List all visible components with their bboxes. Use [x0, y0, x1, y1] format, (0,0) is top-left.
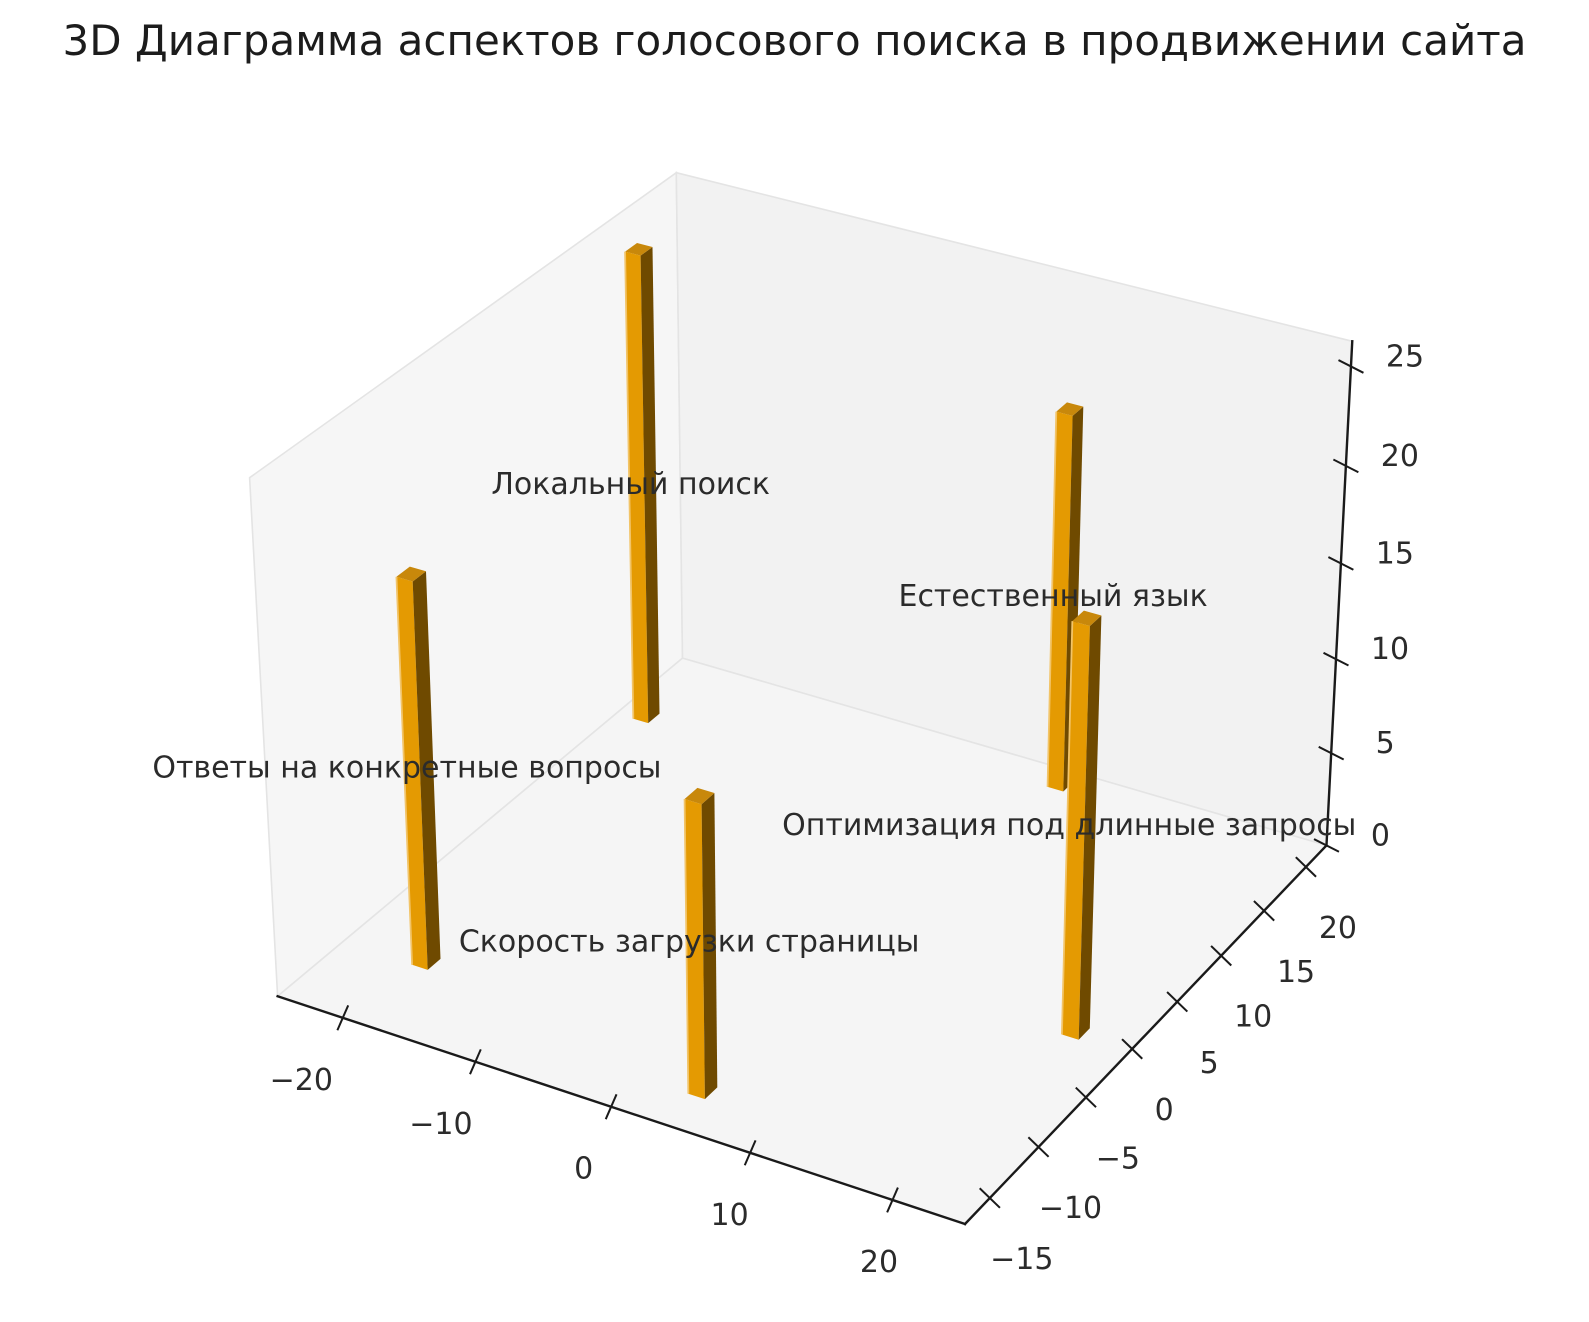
- z-tick: [1332, 458, 1359, 474]
- y-axis-line: [963, 843, 1329, 1226]
- bar-left-edge-highlight: [395, 576, 414, 965]
- y-tick-label: 15: [1277, 955, 1315, 990]
- x-tick-label: −10: [409, 1107, 472, 1142]
- bar-side-face: [701, 793, 718, 1100]
- bar-side-face: [412, 571, 441, 970]
- y-tick-label: 5: [1200, 1046, 1219, 1081]
- bar-front-face: [684, 799, 705, 1100]
- z-tick-label: 15: [1376, 536, 1414, 571]
- x-tick: [886, 1187, 899, 1213]
- x-tick-label: −20: [270, 1063, 333, 1098]
- y-tick: [1210, 945, 1232, 967]
- bar-1: [395, 566, 441, 970]
- bar-left-edge-highlight: [624, 251, 635, 719]
- y-tick-label: −10: [1039, 1191, 1102, 1226]
- bar-top-face: [1056, 402, 1084, 416]
- bar-label-0: Локальный поиск: [491, 467, 770, 502]
- x-tick: [336, 1005, 350, 1031]
- z-tick: [1313, 838, 1340, 853]
- z-axis-line: [1325, 340, 1354, 847]
- z-tick: [1327, 556, 1354, 571]
- y-tick-label: −5: [1096, 1141, 1140, 1176]
- bar-side-face: [1078, 615, 1102, 1040]
- bar-side-face: [1063, 406, 1084, 792]
- y-tick: [1027, 1136, 1050, 1158]
- bar-front-face: [1047, 411, 1073, 792]
- z-tick: [1338, 359, 1364, 374]
- bar-0: [624, 243, 660, 724]
- bar-top-face: [625, 243, 653, 256]
- z-tick-label: 25: [1386, 339, 1424, 374]
- chart-title: 3D Диаграмма аспектов голосового поиска …: [62, 16, 1527, 65]
- bar-3: [1046, 402, 1084, 792]
- y-tick-label: 0: [1155, 1093, 1174, 1128]
- bar-left-edge-highlight: [1061, 621, 1074, 1035]
- bar-front-face: [625, 251, 649, 724]
- z-tick-label: 10: [1371, 632, 1409, 667]
- y-tick-label: 10: [1234, 1000, 1272, 1035]
- bar-2: [683, 787, 718, 1100]
- x-tick: [604, 1093, 618, 1120]
- z-tick: [1318, 745, 1345, 761]
- bar-left-edge-highlight: [1046, 411, 1058, 787]
- x-axis-line: [276, 994, 967, 1226]
- bar-label-2: Скорость загрузки страницы: [459, 924, 920, 959]
- bar-front-face: [396, 576, 428, 970]
- bar-front-face: [1061, 621, 1090, 1040]
- x-tick-label: 20: [860, 1245, 898, 1280]
- y-tick: [1166, 991, 1189, 1013]
- y-tick: [1121, 1038, 1143, 1060]
- bar-label-4: Оптимизация под длинные запросы: [782, 808, 1356, 843]
- bar-top-face: [396, 566, 426, 582]
- x-tick: [743, 1139, 757, 1166]
- y-tick-label: −15: [990, 1242, 1053, 1277]
- y-tick: [979, 1187, 1001, 1209]
- bar-top-face: [684, 787, 715, 805]
- bar-top-face: [1072, 610, 1102, 626]
- y-tick: [1253, 900, 1275, 922]
- bar-left-edge-highlight: [683, 799, 690, 1094]
- z-tick-label: 20: [1381, 439, 1419, 474]
- x-tick-label: 10: [711, 1198, 749, 1233]
- bar-4: [1061, 610, 1102, 1040]
- y-tick-label: 20: [1319, 911, 1357, 946]
- z-tick-label: 5: [1376, 726, 1395, 761]
- x-tick-label: 0: [574, 1152, 593, 1187]
- z-tick: [1323, 651, 1349, 667]
- bar-side-face: [640, 247, 660, 724]
- bar-label-3: Естественный язык: [898, 579, 1207, 614]
- y-tick: [1075, 1086, 1097, 1108]
- x-tick: [469, 1048, 482, 1075]
- bar-label-1: Ответы на конкретные вопросы: [152, 751, 661, 786]
- z-tick-label: 0: [1371, 818, 1390, 853]
- y-tick: [1295, 856, 1317, 878]
